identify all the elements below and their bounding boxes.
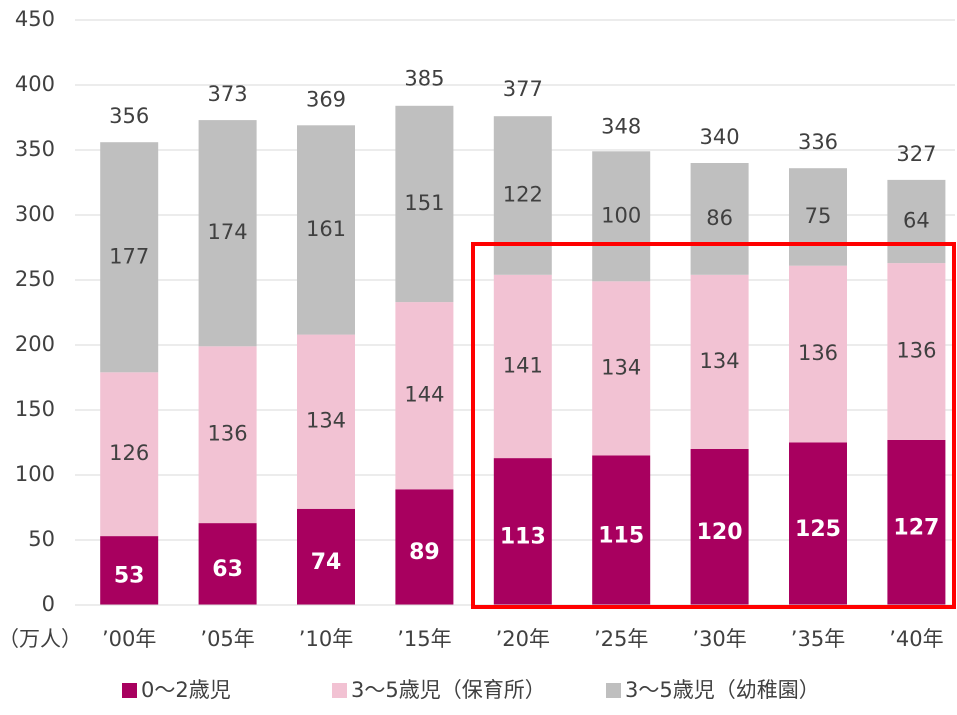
y-tick-label: 200 bbox=[15, 332, 55, 356]
bar-segment bbox=[395, 105, 454, 303]
y-tick-label: 350 bbox=[15, 137, 55, 161]
bar-segment bbox=[789, 265, 847, 443]
total-label: 377 bbox=[503, 77, 543, 101]
y-tick-label: 150 bbox=[15, 397, 55, 421]
bar-segment bbox=[887, 439, 946, 605]
x-tick-label: ’10年 bbox=[299, 627, 353, 651]
data-label: 125 bbox=[795, 517, 841, 542]
y-tick-label: 0 bbox=[42, 592, 55, 616]
bar-segment bbox=[493, 274, 552, 459]
unit-label: （万人） bbox=[0, 627, 82, 651]
x-tick-label: ’30年 bbox=[692, 627, 746, 651]
data-label: 122 bbox=[503, 183, 543, 207]
total-label: 340 bbox=[700, 125, 740, 149]
y-tick-label: 100 bbox=[15, 462, 55, 486]
bar-segment bbox=[297, 125, 355, 335]
data-label: 134 bbox=[700, 349, 740, 373]
data-label: 120 bbox=[697, 520, 743, 545]
total-label: 373 bbox=[208, 82, 248, 106]
bar-segment bbox=[100, 372, 159, 537]
total-label: 348 bbox=[601, 115, 641, 139]
legend-swatch bbox=[122, 683, 137, 698]
bar-segment bbox=[198, 346, 257, 524]
y-tick-label: 400 bbox=[15, 72, 55, 96]
total-label: 369 bbox=[306, 87, 346, 111]
bar-segment bbox=[592, 151, 651, 282]
data-label: 134 bbox=[601, 355, 641, 379]
data-label: 115 bbox=[598, 523, 644, 548]
bar-segment bbox=[395, 302, 454, 490]
x-tick-label: ’40年 bbox=[889, 627, 943, 651]
x-tick-label: ’25年 bbox=[594, 627, 648, 651]
bar-segment bbox=[690, 274, 749, 449]
y-tick-label: 300 bbox=[15, 202, 55, 226]
bar-segment bbox=[493, 458, 552, 605]
bar-segment bbox=[592, 281, 651, 456]
data-label: 100 bbox=[601, 203, 641, 227]
data-label: 53 bbox=[114, 564, 145, 589]
data-label: 136 bbox=[896, 339, 936, 363]
data-label: 64 bbox=[903, 209, 930, 233]
total-label: 385 bbox=[404, 67, 444, 91]
data-label: 144 bbox=[404, 383, 444, 407]
bar-segment bbox=[493, 116, 552, 275]
bar-segment bbox=[198, 523, 257, 605]
data-label: 127 bbox=[893, 515, 939, 540]
data-label: 75 bbox=[805, 204, 832, 228]
bar-segment bbox=[100, 536, 159, 605]
bar-segment bbox=[887, 263, 946, 440]
data-label: 136 bbox=[208, 422, 248, 446]
data-label: 63 bbox=[212, 557, 243, 582]
x-tick-label: ’15年 bbox=[397, 627, 451, 651]
y-tick-label: 50 bbox=[28, 527, 55, 551]
bar-segment bbox=[297, 508, 355, 605]
bar-segment bbox=[297, 334, 355, 509]
data-label: 86 bbox=[706, 206, 733, 230]
data-label: 161 bbox=[306, 217, 346, 241]
data-label: 126 bbox=[109, 441, 149, 465]
legend-label: 3～5歳児（幼稚園） bbox=[625, 678, 820, 702]
x-tick-label: ’05年 bbox=[200, 627, 254, 651]
bar-segment bbox=[395, 489, 454, 605]
x-tick-label: ’20年 bbox=[496, 627, 550, 651]
x-tick-label: ’35年 bbox=[791, 627, 845, 651]
data-label: 113 bbox=[500, 525, 546, 550]
highlight-box bbox=[471, 242, 956, 609]
legend-label: 3～5歳児（保育所） bbox=[351, 678, 546, 702]
y-tick-label: 450 bbox=[15, 7, 55, 31]
bar-segment bbox=[789, 442, 847, 605]
total-label: 327 bbox=[896, 142, 936, 166]
data-label: 151 bbox=[404, 191, 444, 215]
data-label: 174 bbox=[208, 220, 248, 244]
legend-label: 0～2歳児 bbox=[141, 678, 231, 702]
bar-segment bbox=[887, 179, 946, 264]
data-label: 74 bbox=[311, 550, 342, 575]
bar-segment bbox=[690, 449, 749, 605]
bar-segment bbox=[789, 168, 847, 266]
data-label: 177 bbox=[109, 244, 149, 268]
y-tick-label: 250 bbox=[15, 267, 55, 291]
bar-segment bbox=[592, 455, 651, 605]
data-label: 134 bbox=[306, 409, 346, 433]
legend-swatch bbox=[606, 683, 621, 698]
bar-segment bbox=[198, 120, 257, 347]
data-label: 89 bbox=[409, 540, 440, 565]
data-label: 141 bbox=[503, 353, 543, 377]
total-label: 356 bbox=[109, 104, 149, 128]
legend-swatch bbox=[332, 683, 347, 698]
bar-segment bbox=[690, 163, 749, 275]
data-label: 136 bbox=[798, 341, 838, 365]
x-tick-label: ’00年 bbox=[102, 627, 156, 651]
bar-segment bbox=[100, 142, 159, 373]
total-label: 336 bbox=[798, 130, 838, 154]
